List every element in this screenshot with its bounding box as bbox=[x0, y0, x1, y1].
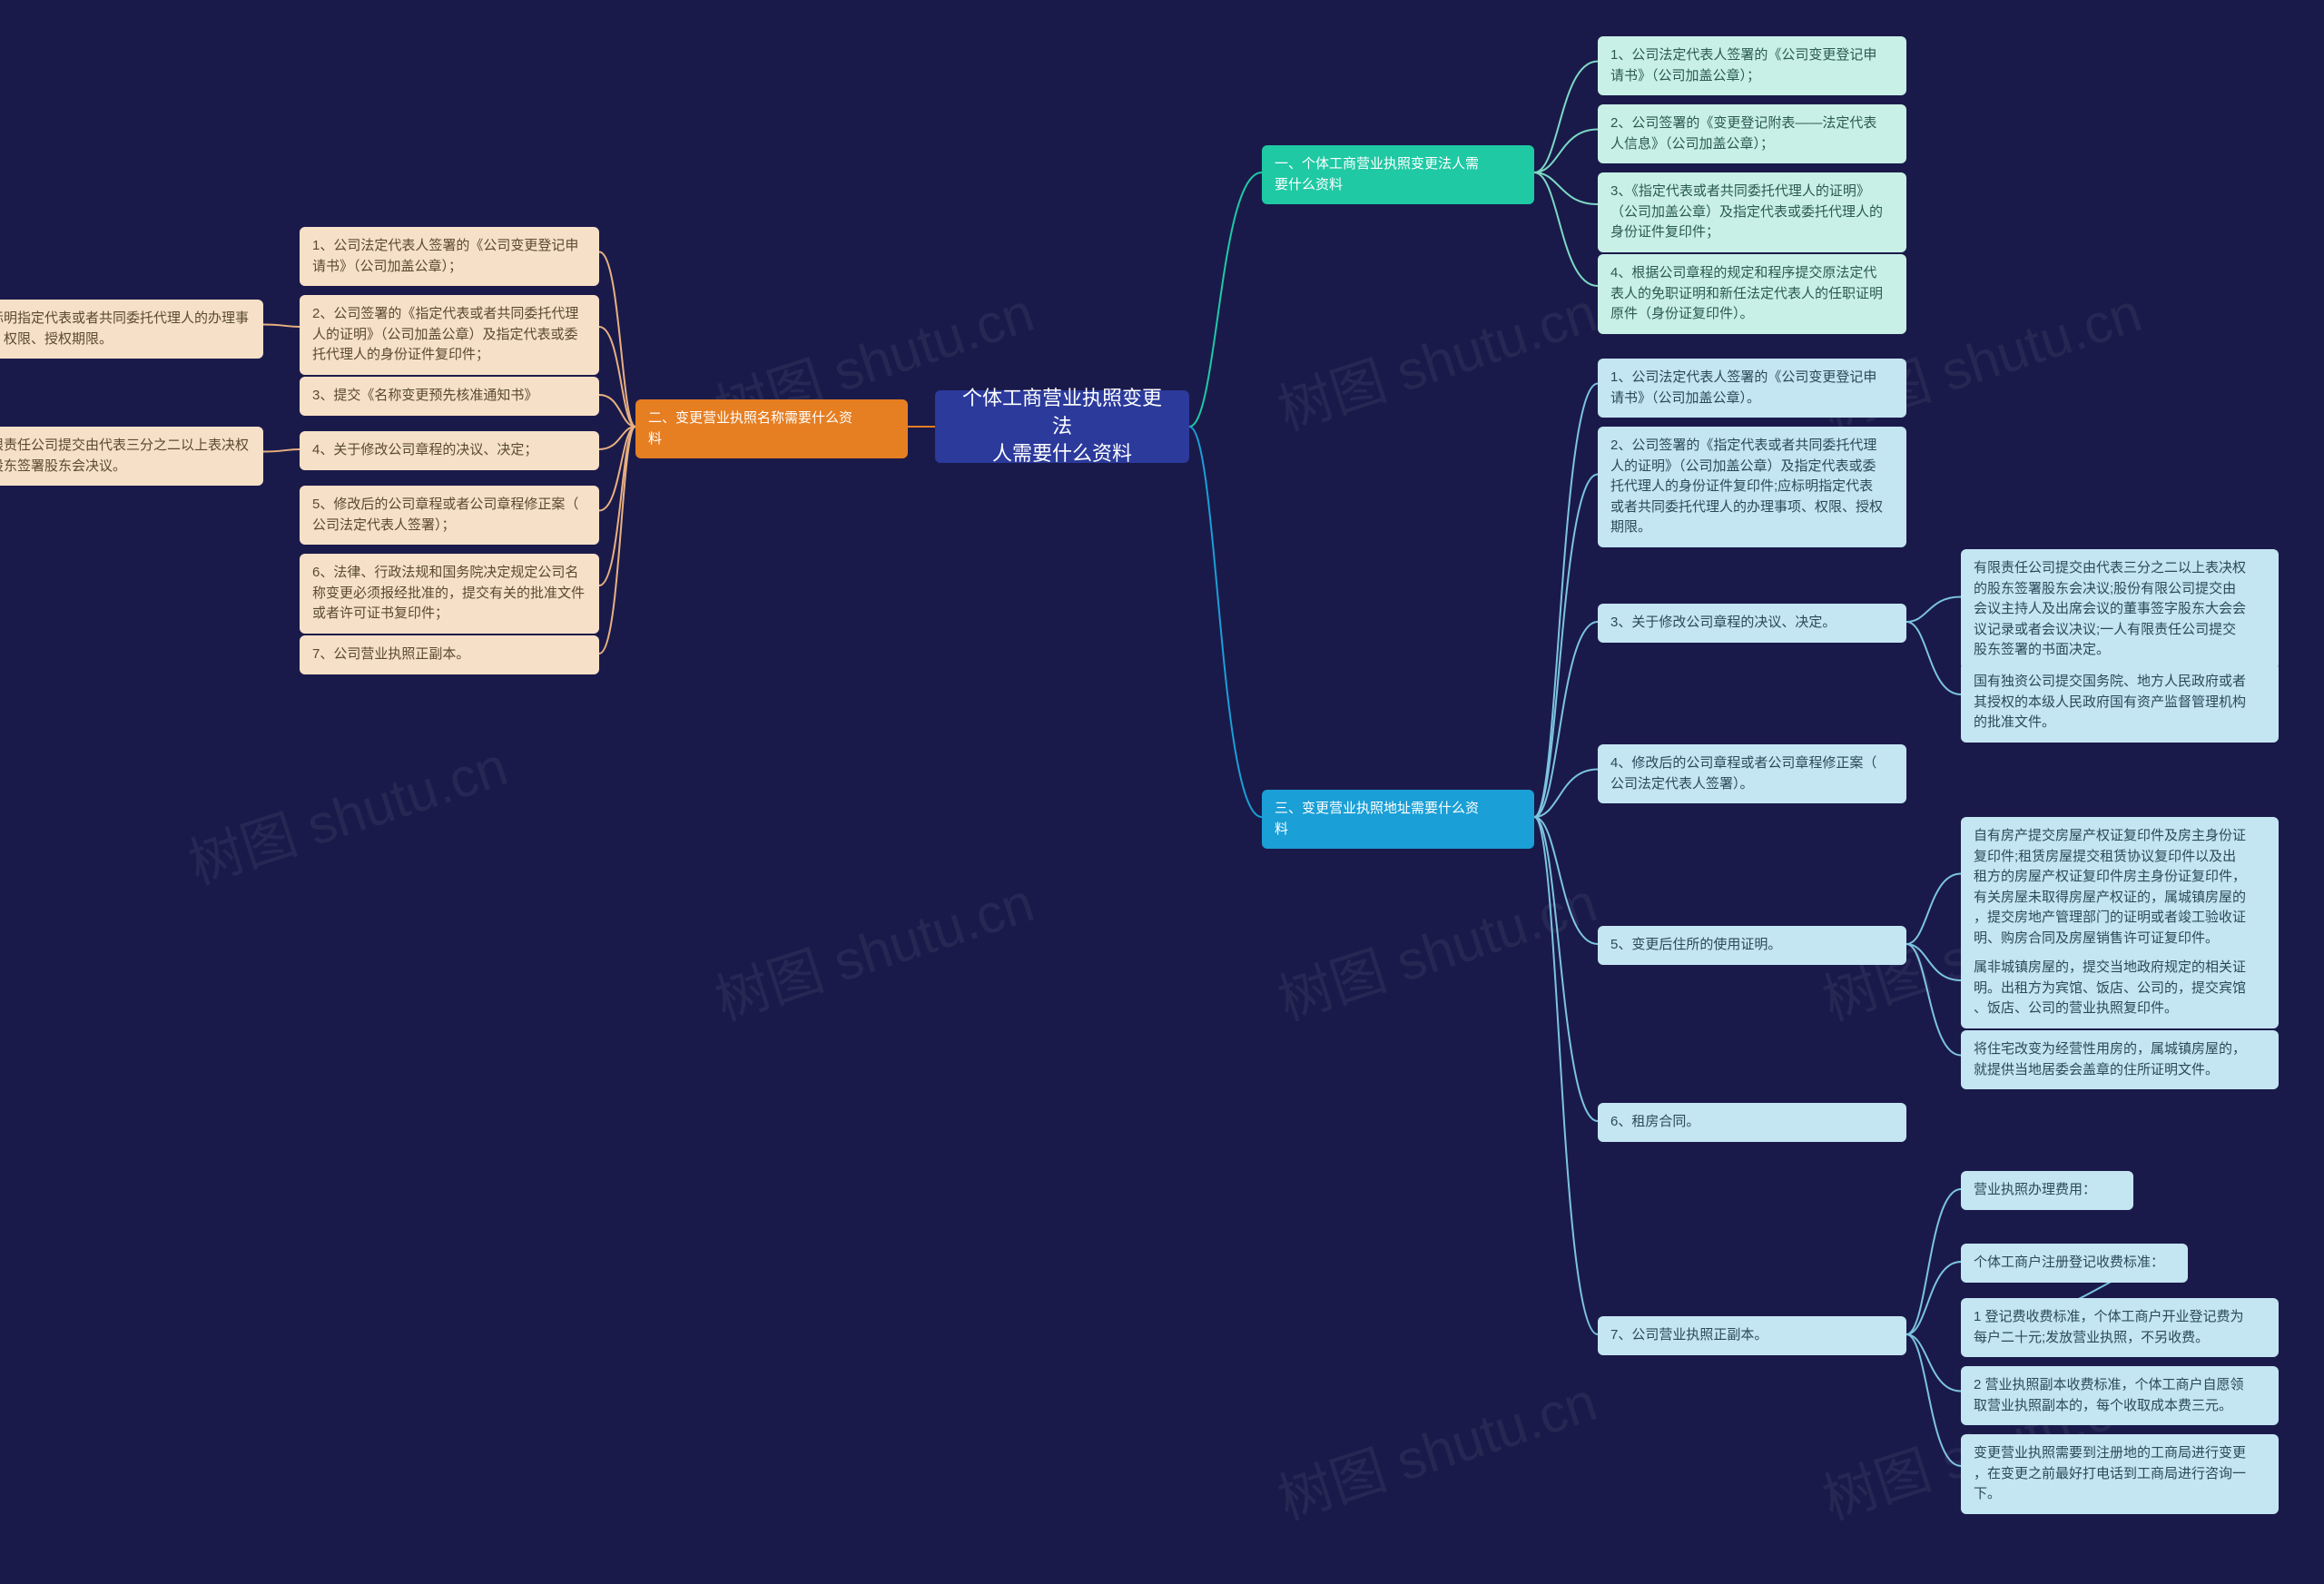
mindmap-node: 变更营业执照需要到注册地的工商局进行变更 ，在变更之前最好打电话到工商局进行咨询… bbox=[1961, 1434, 2279, 1514]
mindmap-node: 6、法律、行政法规和国务院决定规定公司名 称变更必须报经批准的，提交有关的批准文… bbox=[300, 554, 599, 634]
mindmap-node: 属非城镇房屋的，提交当地政府规定的相关证 明。出租方为宾馆、饭店、公司的，提交宾… bbox=[1961, 949, 2279, 1028]
mindmap-node: 应标明指定代表或者共同委托代理人的办理事 项、权限、授权期限。 bbox=[0, 300, 263, 359]
mindmap-node: 有限责任公司提交由代表三分之二以上表决权 的股东签署股东会决议;股份有限公司提交… bbox=[1961, 549, 2279, 670]
mindmap-node: 将住宅改变为经营性用房的，属城镇房屋的， 就提供当地居委会盖章的住所证明文件。 bbox=[1961, 1030, 2279, 1089]
mindmap-node: 3、提交《名称变更预先核准通知书》 bbox=[300, 377, 599, 416]
watermark: 树图 shutu.cn bbox=[1266, 1358, 1605, 1535]
mindmap-node: 个体工商户注册登记收费标准： bbox=[1961, 1244, 2188, 1283]
mindmap-node: 2、公司签署的《变更登记附表——法定代表 人信息》（公司加盖公章）； bbox=[1598, 104, 1906, 163]
mindmap-node: 7、公司营业执照正副本。 bbox=[300, 635, 599, 674]
mindmap-node: 1、公司法定代表人签署的《公司变更登记申 请书》（公司加盖公章）； bbox=[1598, 36, 1906, 95]
mindmap-node: 6、租房合同。 bbox=[1598, 1103, 1906, 1142]
mindmap-node: 4、根据公司章程的规定和程序提交原法定代 表人的免职证明和新任法定代表人的任职证… bbox=[1598, 254, 1906, 334]
mindmap-node: 二、变更营业执照名称需要什么资 料 bbox=[635, 399, 908, 458]
mindmap-node: 有限责任公司提交由代表三分之二以上表决权 的股东签署股东会决议。 bbox=[0, 427, 263, 486]
mindmap-node: 国有独资公司提交国务院、地方人民政府或者 其授权的本级人民政府国有资产监督管理机… bbox=[1961, 663, 2279, 743]
mindmap-node: 三、变更营业执照地址需要什么资 料 bbox=[1262, 790, 1534, 849]
mindmap-node: 3、《指定代表或者共同委托代理人的证明》 （公司加盖公章）及指定代表或委托代理人… bbox=[1598, 172, 1906, 252]
root-node: 个体工商营业执照变更法 人需要什么资料 bbox=[935, 390, 1189, 463]
mindmap-node: 一、个体工商营业执照变更法人需 要什么资料 bbox=[1262, 145, 1534, 204]
mindmap-node: 3、关于修改公司章程的决议、决定。 bbox=[1598, 604, 1906, 643]
watermark: 树图 shutu.cn bbox=[1266, 859, 1605, 1036]
mindmap-node: 5、变更后住所的使用证明。 bbox=[1598, 926, 1906, 965]
watermark: 树图 shutu.cn bbox=[1266, 269, 1605, 446]
watermark: 树图 shutu.cn bbox=[704, 859, 1042, 1036]
mindmap-node: 营业执照办理费用： bbox=[1961, 1171, 2133, 1210]
mindmap-node: 自有房产提交房屋产权证复印件及房主身份证 复印件;租赁房屋提交租赁协议复印件以及… bbox=[1961, 817, 2279, 958]
mindmap-node: 7、公司营业执照正副本。 bbox=[1598, 1316, 1906, 1355]
mindmap-node: 2、公司签署的《指定代表或者共同委托代理 人的证明》（公司加盖公章）及指定代表或… bbox=[300, 295, 599, 375]
mindmap-node: 2 营业执照副本收费标准，个体工商户自愿领 取营业执照副本的，每个收取成本费三元… bbox=[1961, 1366, 2279, 1425]
mindmap-node: 1、公司法定代表人签署的《公司变更登记申 请书》（公司加盖公章）； bbox=[300, 227, 599, 286]
mindmap-node: 5、修改后的公司章程或者公司章程修正案（ 公司法定代表人签署）； bbox=[300, 486, 599, 545]
mindmap-node: 4、关于修改公司章程的决议、决定； bbox=[300, 431, 599, 470]
mindmap-node: 1 登记费收费标准，个体工商户开业登记费为 每户二十元;发放营业执照，不另收费。 bbox=[1961, 1298, 2279, 1357]
mindmap-node: 4、修改后的公司章程或者公司章程修正案（ 公司法定代表人签署）。 bbox=[1598, 744, 1906, 803]
mindmap-node: 1、公司法定代表人签署的《公司变更登记申 请书》（公司加盖公章）。 bbox=[1598, 359, 1906, 418]
watermark: 树图 shutu.cn bbox=[177, 723, 516, 900]
mindmap-node: 2、公司签署的《指定代表或者共同委托代理 人的证明》（公司加盖公章）及指定代表或… bbox=[1598, 427, 1906, 547]
